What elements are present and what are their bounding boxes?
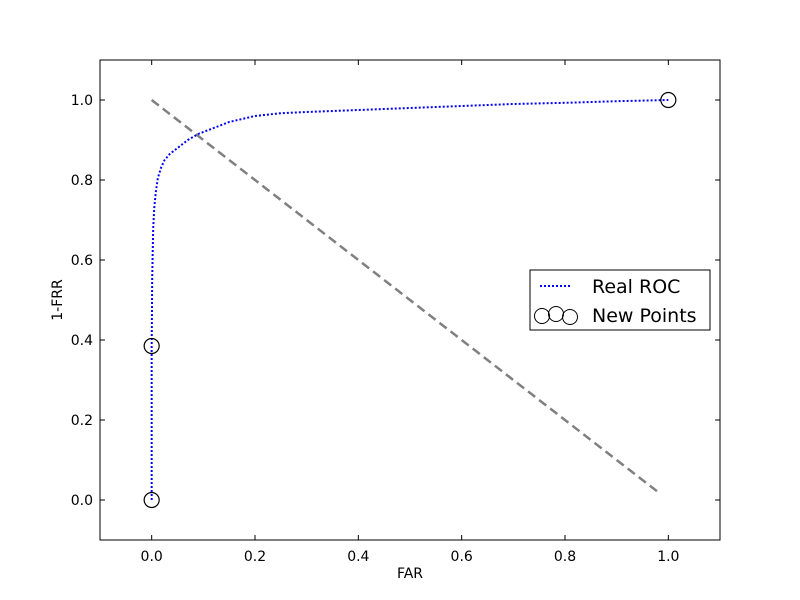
y-axis-label: 1-FRR: [50, 279, 66, 321]
plot-frame: [99, 59, 721, 541]
x-tick-label: 0.4: [347, 549, 369, 565]
new-points-markers: [143, 91, 677, 509]
diagonal-reference-line: [150, 99, 659, 493]
axis-ticks: [100, 60, 720, 540]
y-tick-label: 0.4: [71, 333, 93, 349]
legend: Real ROC New Points: [529, 269, 711, 331]
roc-curve-line: [150, 99, 669, 500]
new-point-marker: [143, 491, 160, 509]
legend-points-label: New Points: [592, 305, 697, 327]
legend-marker-3: [562, 309, 578, 325]
x-tick-labels: 0.0 0.2 0.4 0.6 0.8 1.0: [141, 549, 680, 565]
legend-marker-1: [534, 308, 550, 324]
legend-roc-label: Real ROC: [592, 276, 680, 298]
y-tick-label: 0.2: [71, 413, 93, 429]
y-tick-labels: 0.0 0.2 0.4 0.6 0.8 1.0: [71, 93, 93, 509]
x-tick-label: 0.2: [244, 549, 266, 565]
x-tick-label: 0.6: [451, 549, 473, 565]
new-point-marker: [143, 337, 160, 355]
x-axis-label: FAR: [397, 566, 423, 582]
y-tick-label: 0.0: [71, 493, 93, 509]
y-tick-label: 0.6: [71, 253, 93, 269]
x-tick-label: 0.0: [141, 549, 163, 565]
x-tick-label: 0.8: [554, 549, 576, 565]
x-tick-label: 1.0: [657, 549, 679, 565]
new-point-marker: [660, 91, 677, 109]
diagonal-line: [150, 99, 659, 493]
y-tick-label: 1.0: [71, 93, 93, 109]
y-tick-label: 0.8: [71, 173, 93, 189]
roc-curve: [150, 99, 669, 500]
